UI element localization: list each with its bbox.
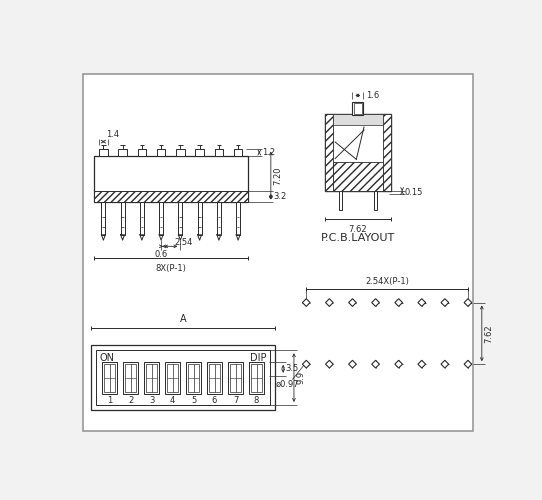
- Text: 0.6: 0.6: [154, 250, 167, 258]
- Polygon shape: [441, 298, 449, 306]
- Text: 1.6: 1.6: [366, 91, 379, 100]
- Polygon shape: [441, 360, 449, 368]
- Text: 1.2: 1.2: [262, 148, 275, 157]
- Polygon shape: [326, 360, 333, 368]
- Bar: [159, 202, 163, 235]
- Bar: [94, 156, 248, 202]
- Text: DIP: DIP: [250, 354, 266, 364]
- Bar: [207, 362, 222, 394]
- Bar: [333, 114, 383, 126]
- Bar: [118, 148, 127, 156]
- Bar: [234, 148, 242, 156]
- Text: 1.4: 1.4: [106, 130, 119, 140]
- Text: 8: 8: [254, 396, 259, 404]
- Bar: [165, 362, 180, 394]
- Bar: [339, 191, 342, 210]
- Text: 7.62: 7.62: [484, 324, 493, 342]
- Text: 9.9: 9.9: [296, 371, 305, 384]
- Text: 7.20: 7.20: [273, 166, 282, 184]
- Text: 0.15: 0.15: [404, 188, 423, 197]
- Polygon shape: [372, 360, 379, 368]
- Bar: [125, 364, 136, 392]
- Text: 3.5: 3.5: [286, 364, 299, 374]
- Bar: [383, 114, 391, 191]
- Bar: [209, 364, 220, 392]
- Polygon shape: [418, 298, 425, 306]
- Text: A: A: [180, 314, 186, 324]
- Polygon shape: [326, 298, 333, 306]
- Bar: [325, 114, 333, 191]
- Bar: [195, 148, 204, 156]
- Text: 6: 6: [212, 396, 217, 404]
- Text: 1: 1: [107, 396, 112, 404]
- Bar: [101, 202, 105, 235]
- Bar: [198, 202, 202, 235]
- Bar: [236, 202, 240, 235]
- Bar: [186, 362, 201, 394]
- Text: 5: 5: [191, 396, 196, 404]
- Bar: [94, 191, 248, 202]
- Polygon shape: [464, 298, 472, 306]
- Polygon shape: [302, 360, 310, 368]
- Bar: [104, 364, 115, 392]
- Polygon shape: [395, 298, 403, 306]
- Polygon shape: [349, 360, 356, 368]
- Text: 8X(P-1): 8X(P-1): [156, 264, 186, 273]
- Bar: [121, 202, 125, 235]
- Bar: [251, 364, 262, 392]
- Text: 3.2: 3.2: [273, 192, 286, 201]
- Bar: [325, 114, 391, 191]
- Bar: [138, 148, 146, 156]
- Bar: [217, 202, 221, 235]
- Bar: [249, 362, 264, 394]
- Bar: [354, 103, 362, 114]
- Text: 3: 3: [149, 396, 154, 404]
- Polygon shape: [395, 360, 403, 368]
- Bar: [167, 364, 178, 392]
- Text: 7.62: 7.62: [349, 225, 367, 234]
- Bar: [146, 364, 157, 392]
- Text: 2.54X(P-1): 2.54X(P-1): [365, 276, 409, 285]
- Bar: [228, 362, 243, 394]
- Polygon shape: [372, 298, 379, 306]
- Bar: [102, 362, 117, 394]
- Bar: [96, 350, 270, 405]
- Bar: [373, 191, 377, 210]
- Text: 2: 2: [128, 396, 133, 404]
- Bar: [144, 362, 159, 394]
- Bar: [215, 148, 223, 156]
- Polygon shape: [464, 360, 472, 368]
- Polygon shape: [349, 298, 356, 306]
- Polygon shape: [418, 360, 425, 368]
- Bar: [140, 202, 144, 235]
- Text: ON: ON: [100, 354, 115, 364]
- Polygon shape: [302, 298, 310, 306]
- Text: 7: 7: [233, 396, 238, 404]
- Text: ø0.97: ø0.97: [275, 380, 299, 388]
- Text: P.C.B.LAYOUT: P.C.B.LAYOUT: [321, 233, 395, 243]
- Bar: [176, 148, 185, 156]
- Text: 2.54: 2.54: [175, 238, 193, 247]
- Bar: [123, 362, 138, 394]
- Bar: [99, 148, 108, 156]
- Bar: [230, 364, 241, 392]
- Text: 4: 4: [170, 396, 175, 404]
- Bar: [188, 364, 199, 392]
- Bar: [157, 148, 165, 156]
- Bar: [91, 345, 275, 410]
- Bar: [178, 202, 182, 235]
- Bar: [333, 162, 383, 191]
- Bar: [352, 102, 363, 116]
